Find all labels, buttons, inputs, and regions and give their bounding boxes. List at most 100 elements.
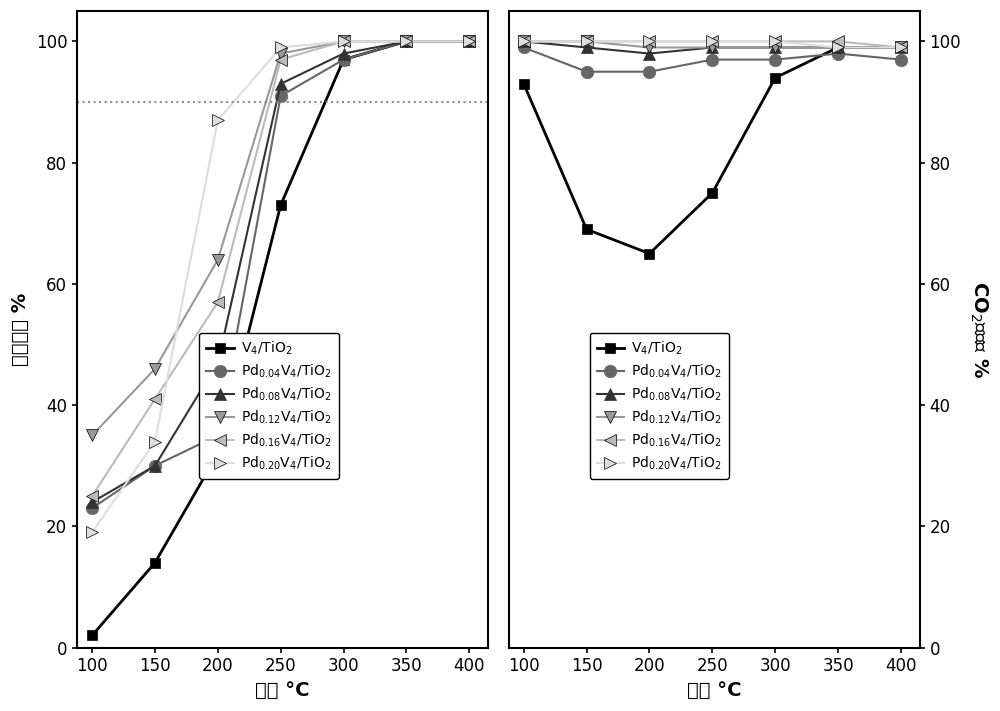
Pd$_{0.12}$V$_4$/TiO$_2$ (338, 37, 350, 46)
Pd$_{0.08}$V$_4$/TiO$_2$ (400, 37, 412, 46)
Line: Pd$_{0.12}$V$_4$/TiO$_2$: Pd$_{0.12}$V$_4$/TiO$_2$ (518, 36, 906, 53)
Pd$_{0.08}$V$_4$/TiO$_2$ (86, 498, 98, 506)
Line: Pd$_{0.16}$V$_4$/TiO$_2$: Pd$_{0.16}$V$_4$/TiO$_2$ (518, 36, 906, 53)
Pd$_{0.20}$V$_4$/TiO$_2$ (581, 37, 593, 46)
Pd$_{0.20}$V$_4$/TiO$_2$ (275, 43, 287, 52)
Pd$_{0.16}$V$_4$/TiO$_2$ (463, 37, 475, 46)
Pd$_{0.12}$V$_4$/TiO$_2$ (769, 43, 781, 52)
Pd$_{0.08}$V$_4$/TiO$_2$ (706, 43, 718, 52)
Pd$_{0.16}$V$_4$/TiO$_2$ (338, 37, 350, 46)
Pd$_{0.20}$V$_4$/TiO$_2$ (400, 37, 412, 46)
V$_4$/TiO$_2$ (212, 449, 224, 458)
Pd$_{0.04}$V$_4$/TiO$_2$ (518, 43, 530, 52)
Legend: V$_4$/TiO$_2$, Pd$_{0.04}$V$_4$/TiO$_2$, Pd$_{0.08}$V$_4$/TiO$_2$, Pd$_{0.12}$V$: V$_4$/TiO$_2$, Pd$_{0.04}$V$_4$/TiO$_2$,… (590, 333, 729, 479)
Line: Pd$_{0.08}$V$_4$/TiO$_2$: Pd$_{0.08}$V$_4$/TiO$_2$ (87, 36, 475, 508)
Pd$_{0.12}$V$_4$/TiO$_2$ (581, 37, 593, 46)
Pd$_{0.12}$V$_4$/TiO$_2$ (895, 43, 907, 52)
Pd$_{0.04}$V$_4$/TiO$_2$ (706, 55, 718, 64)
Pd$_{0.12}$V$_4$/TiO$_2$ (400, 37, 412, 46)
Pd$_{0.16}$V$_4$/TiO$_2$ (212, 298, 224, 306)
Pd$_{0.16}$V$_4$/TiO$_2$ (86, 492, 98, 501)
Legend: V$_4$/TiO$_2$, Pd$_{0.04}$V$_4$/TiO$_2$, Pd$_{0.08}$V$_4$/TiO$_2$, Pd$_{0.12}$V$: V$_4$/TiO$_2$, Pd$_{0.04}$V$_4$/TiO$_2$,… (199, 333, 339, 479)
Pd$_{0.08}$V$_4$/TiO$_2$ (463, 37, 475, 46)
Pd$_{0.16}$V$_4$/TiO$_2$ (832, 37, 844, 46)
V$_4$/TiO$_2$ (832, 43, 844, 52)
Pd$_{0.12}$V$_4$/TiO$_2$ (149, 365, 161, 373)
Pd$_{0.04}$V$_4$/TiO$_2$ (769, 55, 781, 64)
Line: Pd$_{0.04}$V$_4$/TiO$_2$: Pd$_{0.04}$V$_4$/TiO$_2$ (86, 35, 476, 515)
Pd$_{0.20}$V$_4$/TiO$_2$ (832, 43, 844, 52)
X-axis label: 温度 °C: 温度 °C (255, 681, 310, 700)
Pd$_{0.20}$V$_4$/TiO$_2$ (518, 37, 530, 46)
Pd$_{0.16}$V$_4$/TiO$_2$ (149, 395, 161, 403)
Line: V$_4$/TiO$_2$: V$_4$/TiO$_2$ (87, 36, 474, 641)
X-axis label: 温度 °C: 温度 °C (687, 681, 741, 700)
Pd$_{0.08}$V$_4$/TiO$_2$ (643, 49, 655, 58)
V$_4$/TiO$_2$ (769, 73, 781, 82)
Pd$_{0.08}$V$_4$/TiO$_2$ (581, 43, 593, 52)
Pd$_{0.12}$V$_4$/TiO$_2$ (212, 255, 224, 264)
V$_4$/TiO$_2$ (86, 631, 98, 640)
Pd$_{0.08}$V$_4$/TiO$_2$ (338, 49, 350, 58)
Line: Pd$_{0.08}$V$_4$/TiO$_2$: Pd$_{0.08}$V$_4$/TiO$_2$ (518, 36, 906, 59)
Pd$_{0.20}$V$_4$/TiO$_2$ (149, 437, 161, 446)
Y-axis label: CO$_2$选择性 %: CO$_2$选择性 % (968, 281, 989, 378)
Pd$_{0.08}$V$_4$/TiO$_2$ (518, 37, 530, 46)
Pd$_{0.12}$V$_4$/TiO$_2$ (518, 37, 530, 46)
Pd$_{0.04}$V$_4$/TiO$_2$ (832, 49, 844, 58)
V$_4$/TiO$_2$ (275, 201, 287, 209)
Pd$_{0.16}$V$_4$/TiO$_2$ (275, 55, 287, 64)
Pd$_{0.08}$V$_4$/TiO$_2$ (149, 461, 161, 470)
Line: V$_4$/TiO$_2$: V$_4$/TiO$_2$ (519, 43, 906, 258)
Pd$_{0.04}$V$_4$/TiO$_2$ (212, 431, 224, 439)
Pd$_{0.20}$V$_4$/TiO$_2$ (463, 37, 475, 46)
V$_4$/TiO$_2$ (149, 558, 161, 567)
Pd$_{0.08}$V$_4$/TiO$_2$ (275, 80, 287, 88)
V$_4$/TiO$_2$ (895, 43, 907, 52)
Pd$_{0.12}$V$_4$/TiO$_2$ (86, 431, 98, 439)
Pd$_{0.12}$V$_4$/TiO$_2$ (643, 43, 655, 52)
Line: Pd$_{0.16}$V$_4$/TiO$_2$: Pd$_{0.16}$V$_4$/TiO$_2$ (87, 36, 475, 502)
Pd$_{0.20}$V$_4$/TiO$_2$ (769, 37, 781, 46)
Pd$_{0.12}$V$_4$/TiO$_2$ (832, 43, 844, 52)
Pd$_{0.04}$V$_4$/TiO$_2$ (400, 37, 412, 46)
V$_4$/TiO$_2$ (643, 250, 655, 258)
Pd$_{0.04}$V$_4$/TiO$_2$ (86, 504, 98, 513)
V$_4$/TiO$_2$ (581, 225, 593, 234)
Pd$_{0.04}$V$_4$/TiO$_2$ (338, 55, 350, 64)
Pd$_{0.20}$V$_4$/TiO$_2$ (706, 37, 718, 46)
Pd$_{0.16}$V$_4$/TiO$_2$ (400, 37, 412, 46)
V$_4$/TiO$_2$ (400, 37, 412, 46)
V$_4$/TiO$_2$ (338, 55, 350, 64)
Pd$_{0.16}$V$_4$/TiO$_2$ (581, 37, 593, 46)
Pd$_{0.16}$V$_4$/TiO$_2$ (895, 43, 907, 52)
Pd$_{0.12}$V$_4$/TiO$_2$ (463, 37, 475, 46)
V$_4$/TiO$_2$ (706, 188, 718, 197)
Pd$_{0.16}$V$_4$/TiO$_2$ (643, 37, 655, 46)
Y-axis label: 苯脱除率 %: 苯脱除率 % (11, 293, 30, 366)
Pd$_{0.04}$V$_4$/TiO$_2$ (275, 92, 287, 100)
Pd$_{0.04}$V$_4$/TiO$_2$ (643, 68, 655, 76)
Line: Pd$_{0.20}$V$_4$/TiO$_2$: Pd$_{0.20}$V$_4$/TiO$_2$ (87, 36, 475, 538)
Pd$_{0.08}$V$_4$/TiO$_2$ (895, 43, 907, 52)
Pd$_{0.16}$V$_4$/TiO$_2$ (706, 37, 718, 46)
Pd$_{0.08}$V$_4$/TiO$_2$ (769, 43, 781, 52)
Pd$_{0.08}$V$_4$/TiO$_2$ (212, 358, 224, 367)
Pd$_{0.20}$V$_4$/TiO$_2$ (643, 37, 655, 46)
Pd$_{0.04}$V$_4$/TiO$_2$ (895, 55, 907, 64)
Pd$_{0.12}$V$_4$/TiO$_2$ (275, 49, 287, 58)
V$_4$/TiO$_2$ (518, 80, 530, 88)
Pd$_{0.04}$V$_4$/TiO$_2$ (463, 37, 475, 46)
Pd$_{0.20}$V$_4$/TiO$_2$ (86, 528, 98, 537)
Pd$_{0.16}$V$_4$/TiO$_2$ (518, 37, 530, 46)
Pd$_{0.20}$V$_4$/TiO$_2$ (212, 116, 224, 124)
Pd$_{0.04}$V$_4$/TiO$_2$ (581, 68, 593, 76)
Line: Pd$_{0.20}$V$_4$/TiO$_2$: Pd$_{0.20}$V$_4$/TiO$_2$ (518, 36, 906, 53)
Pd$_{0.04}$V$_4$/TiO$_2$ (149, 461, 161, 470)
Pd$_{0.20}$V$_4$/TiO$_2$ (338, 37, 350, 46)
Pd$_{0.12}$V$_4$/TiO$_2$ (706, 43, 718, 52)
Pd$_{0.08}$V$_4$/TiO$_2$ (832, 43, 844, 52)
Line: Pd$_{0.12}$V$_4$/TiO$_2$: Pd$_{0.12}$V$_4$/TiO$_2$ (87, 36, 475, 441)
Pd$_{0.20}$V$_4$/TiO$_2$ (895, 43, 907, 52)
Pd$_{0.16}$V$_4$/TiO$_2$ (769, 37, 781, 46)
